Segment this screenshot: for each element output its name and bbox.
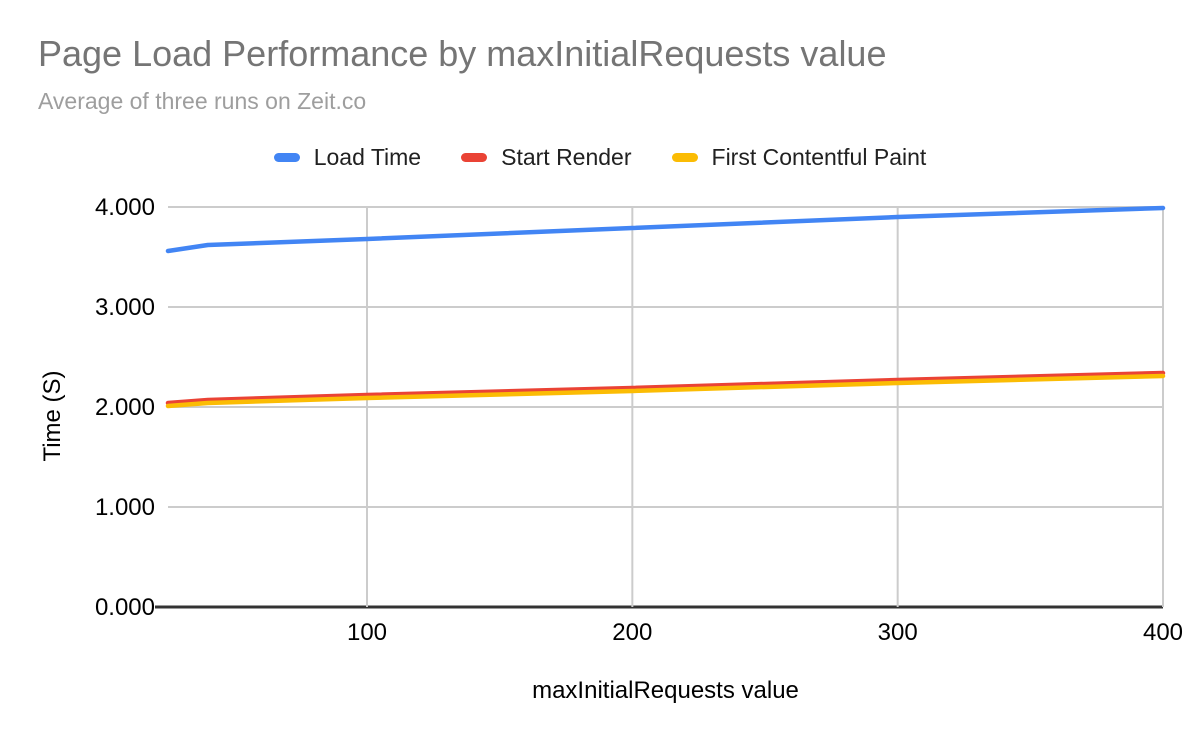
chart-title: Page Load Performance by maxInitialReque…: [38, 33, 887, 74]
y-tick-label: 1.000: [95, 494, 155, 521]
legend-swatch-load-time-icon: [273, 153, 300, 162]
legend-label-load-time: Load Time: [313, 144, 422, 170]
x-tick-label: 100: [347, 619, 387, 646]
legend-label-first-contentful-paint: First Contentful Paint: [711, 144, 927, 170]
y-tick-label: 4.000: [95, 194, 155, 221]
legend-swatch-start-render-icon: [461, 153, 488, 162]
legend: Load Time Start Render First Contentful …: [0, 144, 1200, 171]
x-tick-label: 400: [1143, 619, 1183, 646]
legend-item-first-contentful-paint[interactable]: First Contentful Paint: [671, 144, 927, 171]
y-tick-label: 3.000: [95, 294, 155, 321]
x-axis-title: maxInitialRequests value: [532, 677, 799, 704]
legend-item-start-render[interactable]: Start Render: [461, 144, 632, 171]
series-line-load-time[interactable]: [165, 205, 1166, 254]
series-line-first-contentful-paint[interactable]: [165, 373, 1166, 409]
legend-item-load-time[interactable]: Load Time: [273, 144, 422, 171]
y-tick-label: 2.000: [95, 394, 155, 421]
series-line-start-render[interactable]: [165, 370, 1166, 406]
x-tick-label: 200: [612, 619, 652, 646]
y-tick-label: 0.000: [95, 594, 155, 621]
chart-subtitle: Average of three runs on Zeit.co: [38, 88, 367, 114]
y-axis-title: Time (S): [39, 370, 66, 462]
legend-label-start-render: Start Render: [501, 144, 632, 170]
x-tick-label: 300: [878, 619, 918, 646]
legend-swatch-first-contentful-paint-icon: [671, 153, 698, 162]
